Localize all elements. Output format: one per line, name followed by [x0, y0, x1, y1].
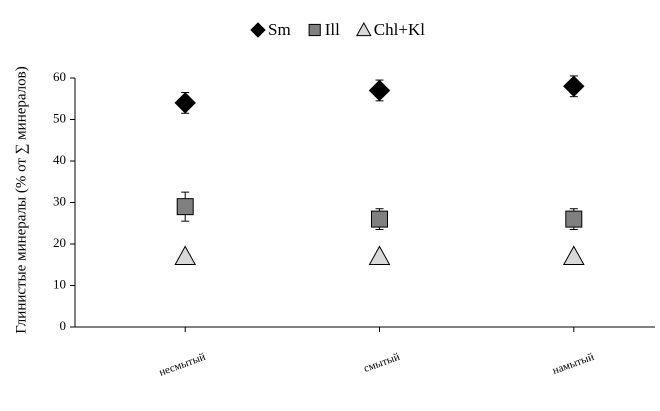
- y-tick-label: 40: [53, 152, 66, 167]
- legend-marker: [355, 21, 372, 37]
- legend-label: Sm: [268, 20, 291, 39]
- marker: [565, 210, 583, 228]
- y-tick-label: 10: [53, 276, 66, 291]
- marker: [562, 245, 585, 265]
- marker: [371, 210, 388, 228]
- y-tick-label: 20: [53, 235, 66, 250]
- y-tick-label: 50: [53, 110, 66, 125]
- x-tick-label: намытый: [551, 351, 596, 377]
- marker: [174, 92, 196, 114]
- y-tick-label: 0: [60, 318, 67, 333]
- legend-label: Ill: [325, 20, 340, 39]
- marker: [368, 79, 391, 102]
- legend-marker: [250, 22, 266, 38]
- y-tick-label: 60: [53, 69, 66, 84]
- marker: [176, 198, 194, 216]
- marker: [368, 245, 391, 265]
- x-tick-label: смытый: [362, 351, 401, 375]
- x-tick-label: несмытый: [158, 351, 208, 379]
- y-axis-label: Глинистые минералы (% от ∑ минералов): [13, 66, 29, 333]
- legend-label: Chl+Kl: [374, 20, 425, 39]
- marker: [174, 245, 197, 265]
- y-tick-label: 30: [53, 193, 66, 208]
- legend-marker: [308, 23, 321, 37]
- marker: [563, 75, 585, 98]
